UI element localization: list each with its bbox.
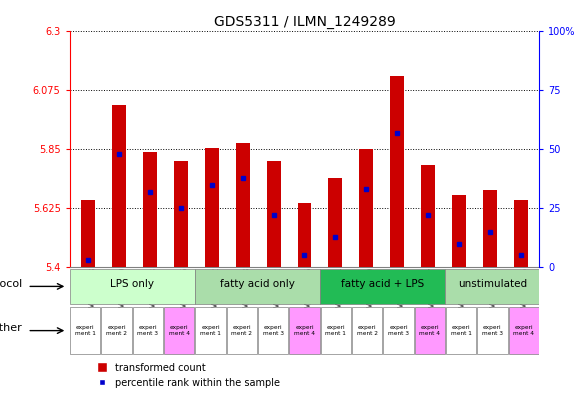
Text: experi
ment 2: experi ment 2 [357,325,378,336]
Bar [133,307,163,354]
Bar [321,307,351,354]
Bar [446,307,476,354]
Text: experi
ment 3: experi ment 3 [482,325,503,336]
Bar [452,195,466,267]
Text: experi
ment 2: experi ment 2 [231,325,252,336]
Text: GSM1034573: GSM1034573 [88,267,97,318]
Bar [328,178,342,267]
Text: experi
ment 1: experi ment 1 [200,325,221,336]
Bar [205,148,219,267]
Text: experi
ment 4: experi ment 4 [169,325,190,336]
Bar [298,203,311,267]
Text: protocol: protocol [0,279,23,290]
Title: GDS5311 / ILMN_1249289: GDS5311 / ILMN_1249289 [213,15,396,29]
Bar [421,165,435,267]
Bar [102,307,132,354]
Bar [227,307,257,354]
Bar [258,307,288,354]
Text: experi
ment 1: experi ment 1 [325,325,346,336]
Bar [267,161,281,267]
Text: unstimulated: unstimulated [458,279,527,290]
Text: experi
ment 4: experi ment 4 [294,325,315,336]
Bar [509,307,539,354]
Text: GSM1034575: GSM1034575 [304,267,314,318]
Text: GSM1034578: GSM1034578 [242,267,252,318]
Text: fatty acid + LPS: fatty acid + LPS [341,279,425,290]
Bar [390,76,404,267]
Text: GSM1034582: GSM1034582 [274,267,282,318]
Text: LPS only: LPS only [110,279,154,290]
Bar [195,269,320,304]
Bar [477,307,508,354]
Bar [320,269,445,304]
Bar [81,200,95,267]
Bar [164,307,194,354]
Text: GSM1034577: GSM1034577 [428,267,437,318]
Text: GSM1034584: GSM1034584 [397,267,406,318]
Bar [143,152,157,267]
Text: GSM1034583: GSM1034583 [150,267,159,318]
Text: fatty acid only: fatty acid only [220,279,295,290]
Bar [70,269,195,304]
Text: GSM1034581: GSM1034581 [490,267,499,318]
Bar [112,105,126,267]
Bar [360,149,374,267]
Bar [352,307,382,354]
Bar [195,307,226,354]
Text: experi
ment 4: experi ment 4 [513,325,534,336]
Bar [70,307,100,354]
Bar [415,307,445,354]
Text: experi
ment 4: experi ment 4 [419,325,440,336]
Text: GSM1034574: GSM1034574 [335,267,345,318]
Text: experi
ment 3: experi ment 3 [388,325,409,336]
Text: experi
ment 2: experi ment 2 [106,325,127,336]
Text: experi
ment 3: experi ment 3 [263,325,284,336]
Text: GSM1034580: GSM1034580 [367,267,375,318]
Bar [174,161,188,267]
Bar [383,307,414,354]
Bar [483,190,497,267]
Text: other: other [0,323,23,333]
Text: GSM1034585: GSM1034585 [521,267,530,318]
Text: experi
ment 1: experi ment 1 [75,325,96,336]
Bar [235,143,249,267]
Text: GSM1034572: GSM1034572 [212,267,221,318]
Text: GSM1034571: GSM1034571 [459,267,468,318]
Text: experi
ment 1: experi ment 1 [451,325,472,336]
Bar [289,307,320,354]
Text: GSM1034579: GSM1034579 [119,267,128,318]
Bar [445,269,539,304]
Text: experi
ment 3: experi ment 3 [137,325,158,336]
Text: GSM1034576: GSM1034576 [181,267,190,318]
Bar [514,200,528,267]
Legend: transformed count, percentile rank within the sample: transformed count, percentile rank withi… [93,359,284,392]
